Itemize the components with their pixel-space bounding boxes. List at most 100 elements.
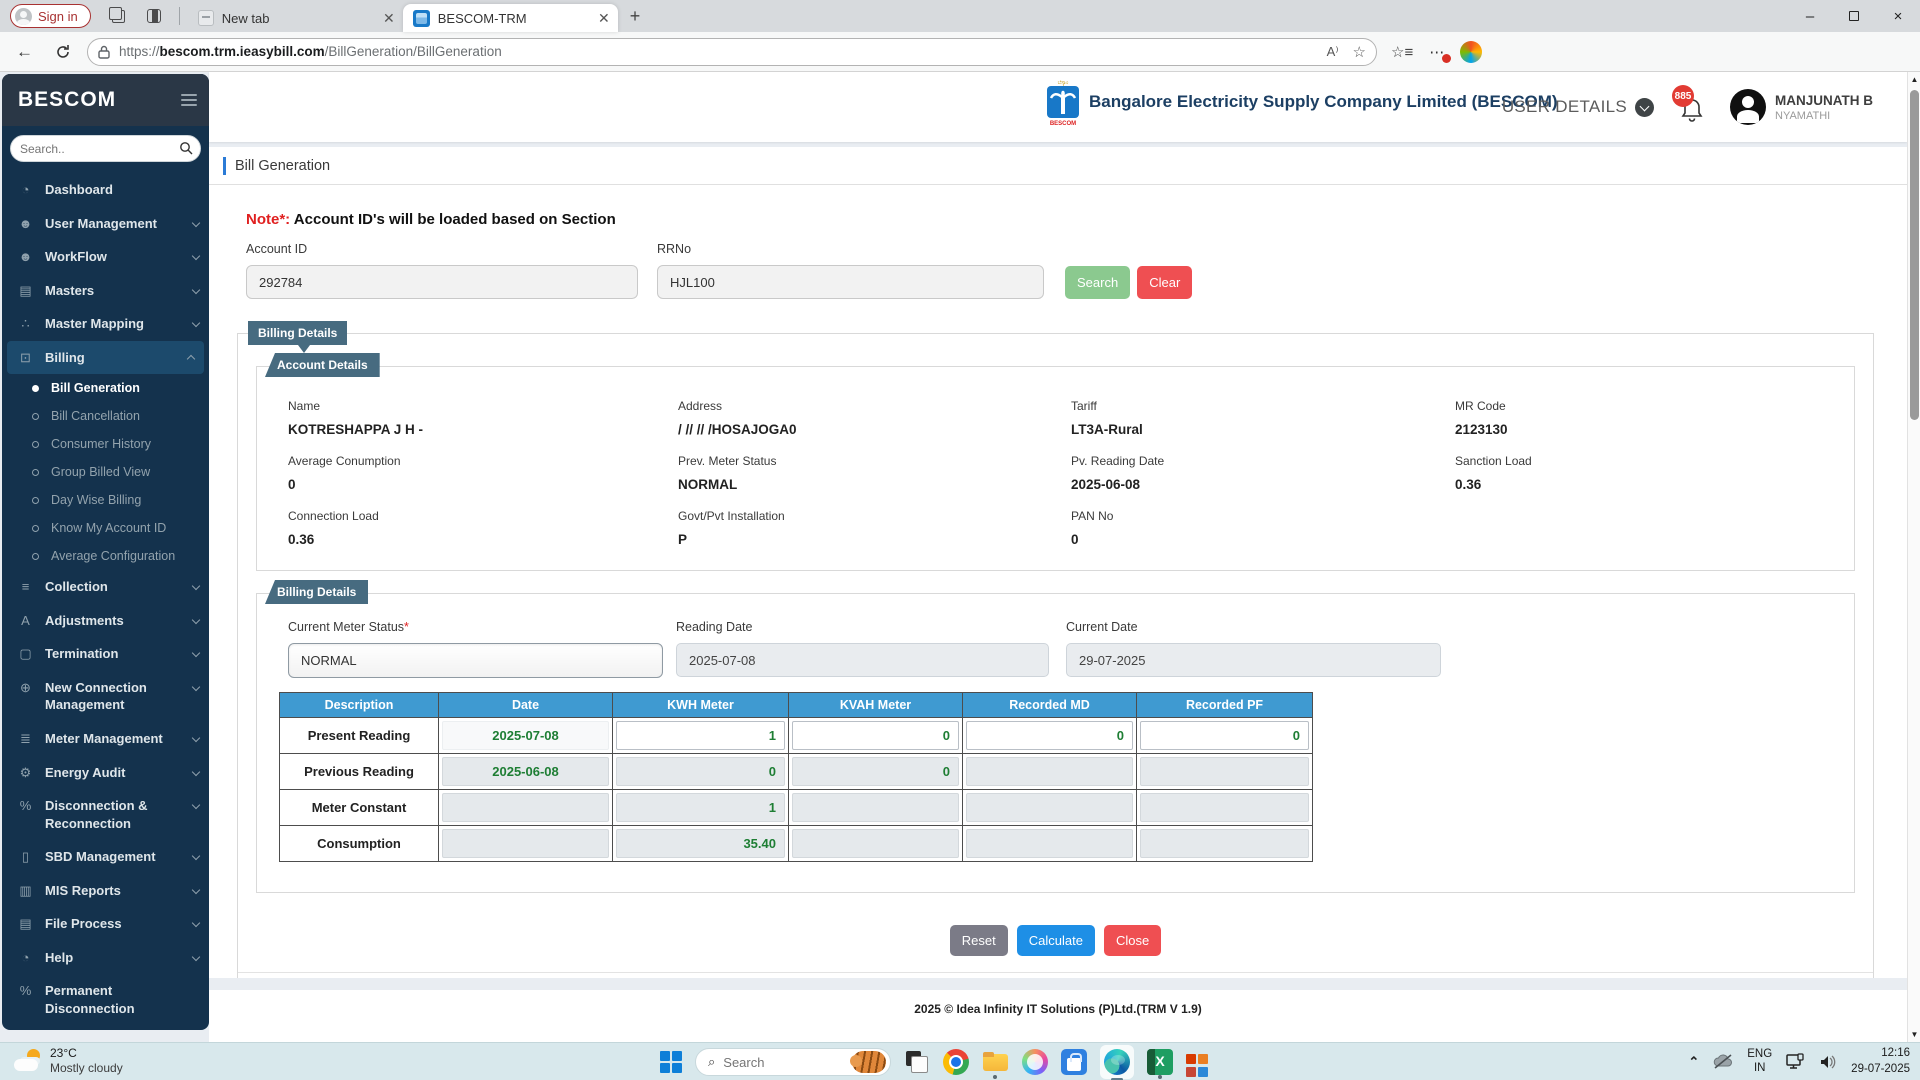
sidebar-item-workflow[interactable]: ☻WorkFlow <box>2 240 209 274</box>
sidebar-item-termination[interactable]: ▢Termination <box>2 637 209 671</box>
clear-button[interactable]: Clear <box>1137 266 1192 299</box>
field-govt-pvt-installation: Govt/Pvt InstallationP <box>678 509 1071 547</box>
browser-toolbar: ← https://bescom.trm.ieasybill.com/BillG… <box>0 32 1920 72</box>
tray-expand-icon[interactable]: ⌃ <box>1688 1054 1699 1070</box>
present-kvah-input[interactable]: 0 <box>792 721 959 750</box>
field-sanction-load: Sanction Load0.36 <box>1455 454 1844 492</box>
microsoft-store-icon[interactable] <box>1061 1049 1087 1075</box>
calculate-button[interactable]: Calculate <box>1017 925 1095 956</box>
table-row-previous-reading: Previous Reading 2025-06-08 0 0 <box>280 754 1313 790</box>
sidebar-item-mis-reports[interactable]: ▥MIS Reports <box>2 874 209 908</box>
meter-status-select[interactable] <box>288 643 663 678</box>
sidebar-item-energy-audit[interactable]: ⚙Energy Audit <box>2 756 209 790</box>
window-restore-button[interactable] <box>1832 0 1876 32</box>
tab-close-icon[interactable]: ✕ <box>383 10 395 27</box>
taskbar-weather-widget[interactable]: 23°C Mostly cloudy <box>14 1046 123 1075</box>
back-icon[interactable]: ← <box>16 42 33 62</box>
chain-icon: % <box>17 798 34 813</box>
browser-signin-button[interactable]: Sign in <box>10 4 91 28</box>
start-button[interactable] <box>660 1051 682 1073</box>
user-icon: ☻ <box>17 249 34 264</box>
sidebar-item-master-mapping[interactable]: ∴Master Mapping <box>2 307 209 341</box>
edge-active-app[interactable] <box>1100 1045 1134 1079</box>
sidebar-item-billing[interactable]: ⊡Billing <box>7 341 204 375</box>
url-scheme: https:// <box>119 44 160 59</box>
copilot-icon[interactable] <box>1460 41 1482 63</box>
new-tab-button[interactable]: + <box>630 6 641 27</box>
tab-bescom-trm[interactable]: BESCOM-TRM ✕ <box>403 4 618 32</box>
scroll-down-icon[interactable]: ▼ <box>1908 1027 1920 1042</box>
sidebar-search <box>10 135 201 162</box>
notifications-button[interactable]: 885 <box>1680 97 1704 123</box>
taskbar-search[interactable]: ⌕ <box>695 1048 891 1076</box>
sidebar-item-average-configuration[interactable]: Average Configuration <box>2 542 209 570</box>
rrno-input[interactable] <box>657 265 1044 299</box>
url-bar[interactable]: https://bescom.trm.ieasybill.com/BillGen… <box>87 38 1377 66</box>
help-icon: ◔ <box>17 950 34 965</box>
reset-button[interactable]: Reset <box>950 925 1008 956</box>
hamburger-menu-icon[interactable] <box>181 91 197 109</box>
user-details-dropdown[interactable]: USER DETAILS <box>1502 97 1654 117</box>
copilot-taskbar-icon[interactable] <box>1022 1049 1048 1075</box>
window-close-button[interactable]: × <box>1876 0 1920 32</box>
user-profile[interactable]: MANJUNATH B NYAMATHI <box>1730 89 1873 125</box>
sidebar-item-group-billed-view[interactable]: Group Billed View <box>2 458 209 486</box>
sidebar-item-adjustments[interactable]: AAdjustments <box>2 604 209 638</box>
scroll-up-icon[interactable]: ▲ <box>1908 72 1920 87</box>
tab-new-tab[interactable]: New tab ✕ <box>188 4 403 32</box>
phone-icon: ▯ <box>17 849 34 865</box>
sidebar-item-user-management[interactable]: ☻User Management <box>2 207 209 241</box>
tab-layout-icon[interactable] <box>145 7 163 25</box>
search-button[interactable]: Search <box>1065 266 1130 299</box>
sidebar-item-bill-generation[interactable]: Bill Generation <box>2 374 209 402</box>
account-id-input[interactable] <box>246 265 638 299</box>
tab-close-icon[interactable]: ✕ <box>598 10 610 27</box>
office-grid-icon[interactable] <box>1186 1054 1210 1078</box>
present-kwh-input[interactable]: 1 <box>616 721 785 750</box>
sidebar-item-disconnection-reconnection[interactable]: %Disconnection & Reconnection <box>2 789 209 840</box>
excel-icon[interactable] <box>1147 1049 1173 1075</box>
sidebar-item-ticket-analysis-dashboard[interactable]: ◎Ticket Analysis Dashboard <box>2 1025 209 1030</box>
workspaces-icon[interactable] <box>109 7 127 25</box>
page-scrollbar[interactable]: ▲ ▼ <box>1907 72 1920 1042</box>
file-explorer-icon[interactable] <box>982 1049 1009 1075</box>
sidebar-item-meter-management[interactable]: ≣Meter Management <box>2 722 209 756</box>
favorite-star-icon[interactable]: ☆ <box>1353 43 1366 61</box>
present-pf-input[interactable]: 0 <box>1140 721 1309 750</box>
present-md-input[interactable]: 0 <box>966 721 1133 750</box>
search-icon: ⌕ <box>708 1054 715 1070</box>
browser-menu-icon[interactable]: ⋯ <box>1429 43 1444 61</box>
sidebar-item-collection[interactable]: ≡Collection <box>2 570 209 604</box>
sidebar-item-day-wise-billing[interactable]: Day Wise Billing <box>2 486 209 514</box>
sidebar-item-dashboard[interactable]: ◔Dashboard <box>2 173 209 207</box>
monitor-icon: ⊡ <box>17 350 34 366</box>
sidebar-item-help[interactable]: ◔Help <box>2 941 209 975</box>
read-aloud-icon[interactable]: A⁾ <box>1327 44 1339 60</box>
window-minimize-button[interactable]: – <box>1788 0 1832 32</box>
sidebar-item-know-my-account-id[interactable]: Know My Account ID <box>2 514 209 542</box>
tab-separator <box>179 7 180 25</box>
chevron-down-icon <box>192 852 200 860</box>
sidebar-item-sbd-management[interactable]: ▯SBD Management <box>2 840 209 874</box>
list-icon: ≡ <box>17 579 34 594</box>
refresh-icon[interactable] <box>55 44 71 60</box>
sidebar-item-masters[interactable]: ▤Masters <box>2 274 209 308</box>
previous-kwh-cell: 0 <box>616 757 785 786</box>
scrollbar-thumb[interactable] <box>1910 90 1919 420</box>
onedrive-off-icon[interactable] <box>1712 1054 1734 1070</box>
favorites-bar-icon[interactable]: ☆≡ <box>1391 43 1413 61</box>
task-view-button[interactable] <box>904 1049 930 1075</box>
sidebar-item-file-process[interactable]: ▤File Process <box>2 907 209 941</box>
chrome-icon[interactable] <box>943 1049 969 1075</box>
language-indicator[interactable]: ENGIN <box>1747 1048 1772 1076</box>
sidebar-item-new-connection-management[interactable]: ⊕New Connection Management <box>2 671 209 722</box>
sidebar-item-permanent-disconnection[interactable]: %Permanent Disconnection <box>2 974 209 1025</box>
taskbar-clock[interactable]: 12:1629-07-2025 <box>1851 1046 1910 1077</box>
sidebar-search-input[interactable] <box>10 135 201 162</box>
network-icon[interactable] <box>1785 1053 1805 1071</box>
sidebar-item-bill-cancellation[interactable]: Bill Cancellation <box>2 402 209 430</box>
sidebar-item-consumer-history[interactable]: Consumer History <box>2 430 209 458</box>
speaker-icon[interactable] <box>1818 1053 1838 1071</box>
close-button[interactable]: Close <box>1104 925 1161 956</box>
taskbar-search-input[interactable] <box>723 1055 852 1070</box>
